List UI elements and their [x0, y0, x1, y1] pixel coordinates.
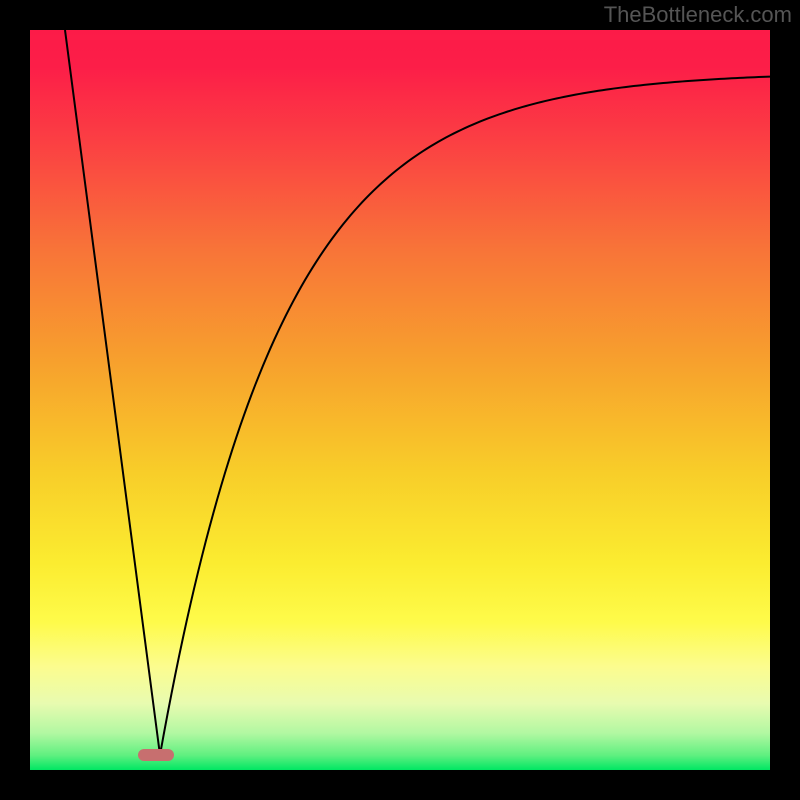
plot-background [30, 30, 770, 770]
watermark: TheBottleneck.com [604, 2, 792, 28]
chart-svg [0, 0, 800, 800]
vertex-marker [138, 749, 174, 761]
chart-container: TheBottleneck.com [0, 0, 800, 800]
